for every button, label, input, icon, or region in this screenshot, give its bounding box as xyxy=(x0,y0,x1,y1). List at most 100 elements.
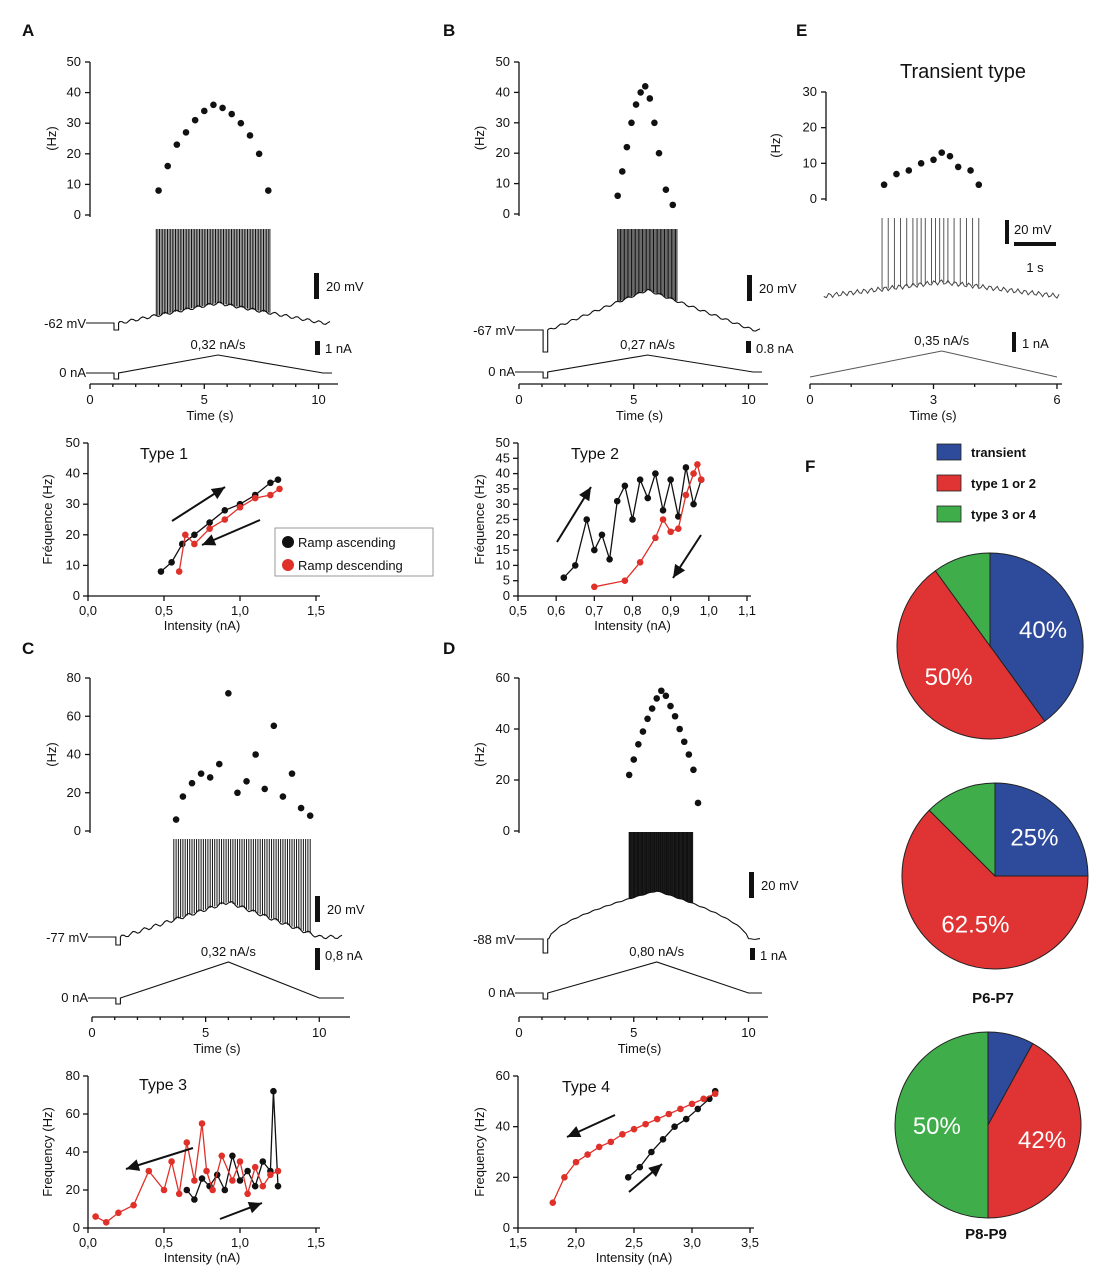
freq-point xyxy=(246,132,254,139)
freq-point xyxy=(954,163,962,171)
fi-point xyxy=(236,1177,244,1184)
b-voltage-scale-label: 20 mV xyxy=(759,281,797,296)
xtick-label: 1,5 xyxy=(307,603,325,618)
ytick-label: 25 xyxy=(496,512,510,527)
d-current-scalebar xyxy=(750,948,755,960)
ytick-label: 0 xyxy=(503,206,510,221)
xtick-label: 2,0 xyxy=(567,1235,585,1250)
xtick-label: 10 xyxy=(741,392,755,407)
fi-point xyxy=(274,1167,282,1175)
fi-point xyxy=(251,1163,259,1171)
freq-point xyxy=(182,129,190,136)
d-resting-potential: -88 mV xyxy=(473,932,515,947)
pie-legend-swatch xyxy=(936,474,962,492)
xtick-label: 0,5 xyxy=(155,1235,173,1250)
fi-point xyxy=(572,1158,580,1166)
freq-point xyxy=(635,741,642,748)
b-current-scale-label: 0.8 nA xyxy=(756,341,794,356)
pie-slice-label: 62.5% xyxy=(941,911,1009,938)
fi-point xyxy=(665,1110,673,1118)
d-freq-ylabel: (Hz) xyxy=(472,742,487,767)
fi-point xyxy=(229,1177,236,1184)
ytick-label: 60 xyxy=(496,1068,510,1083)
fi-point xyxy=(607,1138,615,1146)
pie-legend-label: type 1 or 2 xyxy=(971,476,1036,491)
freq-point xyxy=(234,789,241,797)
fi-point xyxy=(571,562,579,569)
e-time-scalebar xyxy=(1014,242,1056,246)
a-ramp-rate-label: 0,32 nA/s xyxy=(191,337,246,352)
pie-slice xyxy=(894,1031,989,1219)
freq-point xyxy=(200,107,208,115)
fi-point xyxy=(606,555,613,563)
a-resting-potential: -62 mV xyxy=(44,316,86,331)
freq-point xyxy=(680,738,688,746)
fi-point xyxy=(560,574,568,581)
fi-point xyxy=(203,1167,210,1175)
freq-point xyxy=(155,187,162,194)
ytick-label: 20 xyxy=(496,1169,510,1184)
xtick-label: 5 xyxy=(630,1025,637,1040)
xtick-label: 0 xyxy=(88,1025,95,1040)
c-resting-potential: -77 mV xyxy=(46,930,88,945)
c-current-ramp xyxy=(88,961,344,1005)
a-freq-ylabel: (Hz) xyxy=(44,126,59,151)
ytick-label: 30 xyxy=(803,84,817,99)
fi-point xyxy=(697,476,705,484)
c-voltage-scale-label: 20 mV xyxy=(327,902,365,917)
a-current-scalebar xyxy=(315,341,320,355)
xtick-label: 0 xyxy=(515,1025,522,1040)
freq-point xyxy=(685,751,693,758)
xtick-label: 0,5 xyxy=(155,603,173,618)
d-zero-current-label: 0 nA xyxy=(488,985,515,1000)
e-current-scalebar xyxy=(1012,332,1016,352)
fi-point xyxy=(244,1190,251,1198)
fi-point xyxy=(690,470,697,477)
xtick-label: 0,0 xyxy=(79,603,97,618)
ytick-label: 40 xyxy=(67,85,81,100)
ytick-label: 40 xyxy=(496,721,510,736)
ytick-label: 10 xyxy=(496,557,510,572)
freq-point xyxy=(172,816,180,823)
ytick-label: 10 xyxy=(66,557,80,572)
ytick-label: 35 xyxy=(496,481,510,496)
ytick-label: 50 xyxy=(67,54,81,69)
fi-point xyxy=(644,494,652,502)
c-current-scalebar xyxy=(315,948,320,970)
fi-point xyxy=(671,1123,678,1130)
freq-point xyxy=(623,143,631,151)
c-ramp-rate-label: 0,32 nA/s xyxy=(201,944,256,959)
fi-point xyxy=(648,1148,655,1156)
freq-point xyxy=(694,799,702,807)
xtick-label: 0,9 xyxy=(662,603,680,618)
freq-point xyxy=(938,149,946,156)
fi-point xyxy=(694,461,701,468)
fi-point xyxy=(619,1130,626,1138)
freq-point xyxy=(658,687,665,695)
xtick-label: 6 xyxy=(1053,392,1060,407)
b-time-label: Time (s) xyxy=(616,408,663,423)
pie-slice xyxy=(987,1042,1082,1219)
b-freq-ylabel: (Hz) xyxy=(472,126,487,151)
pie-slice-label: 50% xyxy=(925,664,973,691)
legend-label-descending: Ramp descending xyxy=(298,558,403,573)
a-spike-train xyxy=(155,229,271,316)
d-fi-series-ascending xyxy=(624,1087,719,1181)
b-current-ramp xyxy=(515,354,762,379)
fi-point xyxy=(181,531,189,539)
freq-point xyxy=(164,162,172,170)
ytick-label: 10 xyxy=(803,155,817,170)
xtick-label: 0 xyxy=(86,392,93,407)
freq-point xyxy=(648,705,656,712)
freq-point xyxy=(219,104,226,112)
ytick-label: 30 xyxy=(496,115,510,130)
ytick-label: 30 xyxy=(496,496,510,511)
ytick-label: 60 xyxy=(496,670,510,685)
xtick-label: 10 xyxy=(312,1025,326,1040)
xtick-label: 5 xyxy=(201,392,208,407)
freq-point xyxy=(893,170,900,178)
pie-slice-label: 50% xyxy=(913,1113,961,1140)
fi-point xyxy=(236,503,244,511)
fi-point xyxy=(168,559,175,566)
e-membrane-trace xyxy=(823,279,1060,299)
